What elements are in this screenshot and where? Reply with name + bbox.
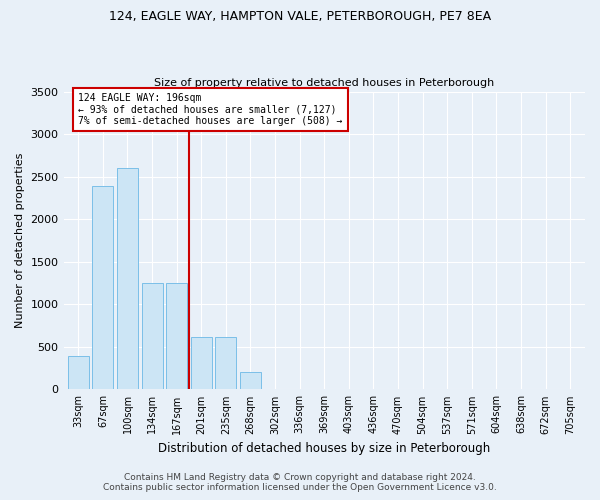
Bar <box>215 336 236 390</box>
Y-axis label: Number of detached properties: Number of detached properties <box>15 153 25 328</box>
Text: Contains HM Land Registry data © Crown copyright and database right 2024.
Contai: Contains HM Land Registry data © Crown c… <box>103 473 497 492</box>
Bar <box>117 168 138 390</box>
Bar <box>142 283 163 390</box>
X-axis label: Distribution of detached houses by size in Peterborough: Distribution of detached houses by size … <box>158 442 490 455</box>
Bar <box>92 186 113 390</box>
Bar <box>191 336 212 390</box>
Bar <box>166 283 187 390</box>
Bar <box>68 356 89 390</box>
Title: Size of property relative to detached houses in Peterborough: Size of property relative to detached ho… <box>154 78 494 88</box>
Text: 124 EAGLE WAY: 196sqm
← 93% of detached houses are smaller (7,127)
7% of semi-de: 124 EAGLE WAY: 196sqm ← 93% of detached … <box>78 94 343 126</box>
Bar <box>240 372 261 390</box>
Text: 124, EAGLE WAY, HAMPTON VALE, PETERBOROUGH, PE7 8EA: 124, EAGLE WAY, HAMPTON VALE, PETERBOROU… <box>109 10 491 23</box>
